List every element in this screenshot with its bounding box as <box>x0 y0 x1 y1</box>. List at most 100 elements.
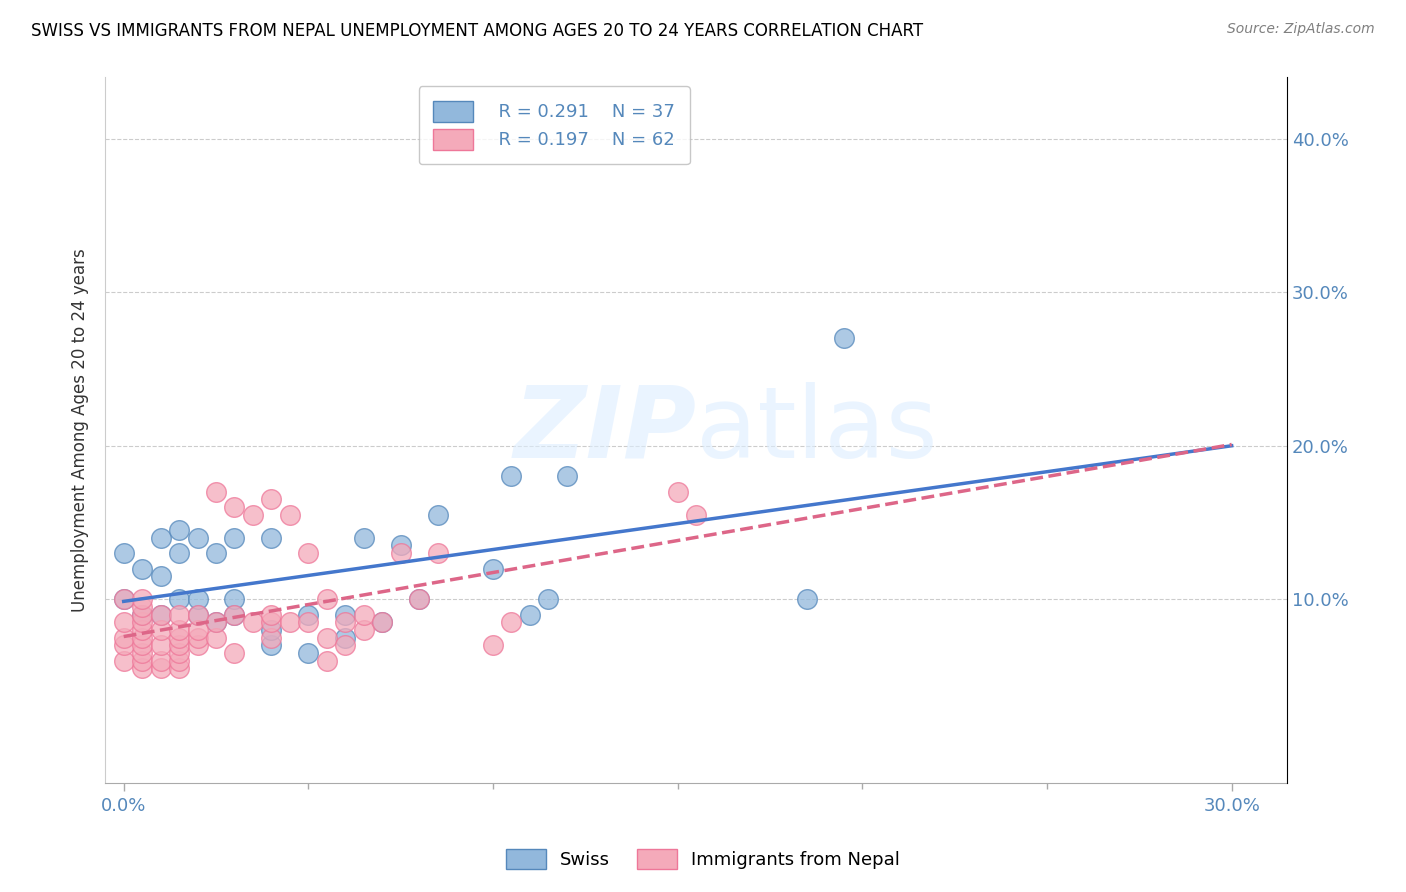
Point <box>205 484 228 499</box>
Point <box>501 469 523 483</box>
Point <box>297 607 319 622</box>
Point <box>278 508 301 522</box>
Legend: Swiss, Immigrants from Nepal: Swiss, Immigrants from Nepal <box>496 839 910 879</box>
Point <box>315 592 337 607</box>
Text: SWISS VS IMMIGRANTS FROM NEPAL UNEMPLOYMENT AMONG AGES 20 TO 24 YEARS CORRELATIO: SWISS VS IMMIGRANTS FROM NEPAL UNEMPLOYM… <box>31 22 924 40</box>
Point <box>260 492 283 507</box>
Point <box>555 469 578 483</box>
Point <box>224 607 246 622</box>
Point <box>187 607 209 622</box>
Point <box>131 607 153 622</box>
Point <box>224 592 246 607</box>
Point <box>335 638 357 652</box>
Legend:   R = 0.291    N = 37,   R = 0.197    N = 62: R = 0.291 N = 37, R = 0.197 N = 62 <box>419 87 690 164</box>
Point <box>353 623 375 637</box>
Point <box>131 646 153 660</box>
Point <box>131 561 153 575</box>
Point <box>335 607 357 622</box>
Point <box>167 631 190 645</box>
Point <box>131 592 153 607</box>
Point <box>149 569 172 583</box>
Point <box>149 607 172 622</box>
Point <box>205 615 228 630</box>
Point <box>242 615 264 630</box>
Point <box>315 654 337 668</box>
Point <box>501 615 523 630</box>
Point <box>260 631 283 645</box>
Point <box>167 546 190 560</box>
Point <box>187 531 209 545</box>
Point <box>112 546 135 560</box>
Point <box>187 592 209 607</box>
Point <box>167 661 190 675</box>
Point <box>167 654 190 668</box>
Point <box>131 654 153 668</box>
Point <box>112 592 135 607</box>
Point <box>260 531 283 545</box>
Point <box>187 631 209 645</box>
Point <box>371 615 394 630</box>
Point <box>260 615 283 630</box>
Point <box>224 500 246 515</box>
Point <box>167 607 190 622</box>
Point <box>260 623 283 637</box>
Point <box>131 607 153 622</box>
Point <box>371 615 394 630</box>
Point <box>167 592 190 607</box>
Point <box>187 623 209 637</box>
Point <box>149 661 172 675</box>
Point <box>131 615 153 630</box>
Point <box>297 615 319 630</box>
Point <box>315 631 337 645</box>
Y-axis label: Unemployment Among Ages 20 to 24 years: Unemployment Among Ages 20 to 24 years <box>72 249 89 612</box>
Point <box>149 607 172 622</box>
Point <box>167 623 190 637</box>
Point <box>685 508 707 522</box>
Point <box>426 508 449 522</box>
Point <box>205 631 228 645</box>
Point <box>353 531 375 545</box>
Point <box>408 592 430 607</box>
Point <box>167 638 190 652</box>
Point <box>426 546 449 560</box>
Point <box>260 638 283 652</box>
Point <box>335 615 357 630</box>
Point <box>112 631 135 645</box>
Point <box>149 654 172 668</box>
Point <box>335 631 357 645</box>
Point <box>482 638 505 652</box>
Point <box>149 623 172 637</box>
Point <box>187 607 209 622</box>
Point <box>131 623 153 637</box>
Text: Source: ZipAtlas.com: Source: ZipAtlas.com <box>1227 22 1375 37</box>
Point <box>297 646 319 660</box>
Point <box>131 599 153 614</box>
Point <box>131 638 153 652</box>
Point <box>832 331 855 345</box>
Point <box>112 638 135 652</box>
Point <box>167 646 190 660</box>
Point <box>224 646 246 660</box>
Point <box>149 531 172 545</box>
Point <box>112 592 135 607</box>
Text: ZIP: ZIP <box>513 382 696 479</box>
Point <box>112 654 135 668</box>
Point <box>131 631 153 645</box>
Point <box>796 592 818 607</box>
Point <box>537 592 560 607</box>
Point <box>112 615 135 630</box>
Point <box>224 531 246 545</box>
Point <box>353 607 375 622</box>
Point <box>278 615 301 630</box>
Point <box>408 592 430 607</box>
Point <box>666 484 689 499</box>
Point <box>297 546 319 560</box>
Point <box>389 546 412 560</box>
Point <box>167 523 190 537</box>
Point <box>205 615 228 630</box>
Text: atlas: atlas <box>696 382 938 479</box>
Point <box>131 661 153 675</box>
Point <box>242 508 264 522</box>
Point <box>260 607 283 622</box>
Point <box>205 546 228 560</box>
